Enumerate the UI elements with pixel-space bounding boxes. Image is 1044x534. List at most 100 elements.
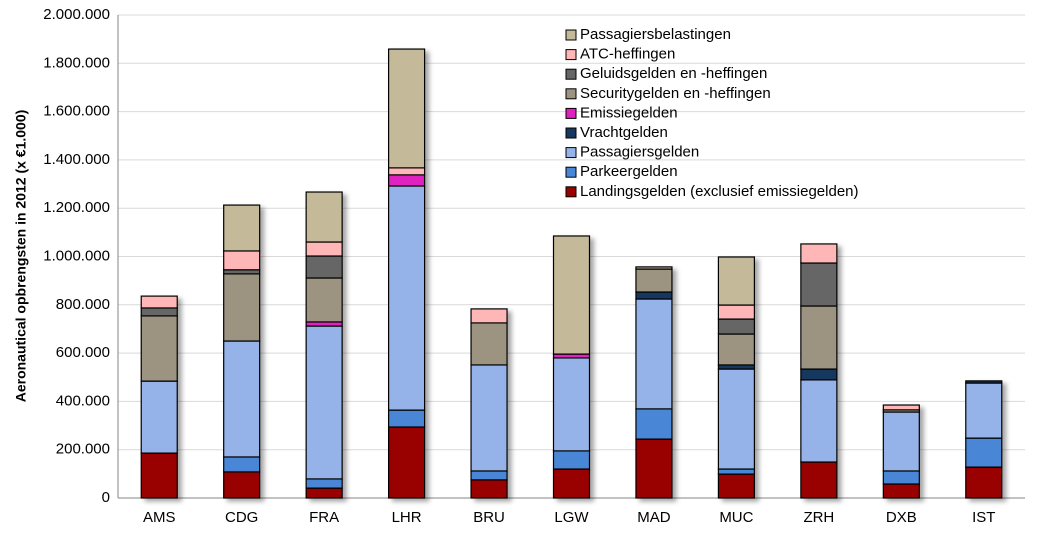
legend-label: ATC-heffingen [580, 46, 675, 63]
bar-segment [470, 308, 508, 324]
y-tick-label: 200.000 [56, 441, 110, 458]
y-tick-label: 1.200.000 [43, 199, 110, 216]
bar-segment [470, 364, 508, 472]
bar-segment [140, 380, 178, 454]
bar-segment [717, 333, 756, 366]
legend-label: Landingsgelden (exclusief emissiegelden) [580, 183, 859, 200]
y-tick-label: 600.000 [56, 344, 110, 361]
bar-stack [717, 256, 756, 499]
bar-segment [223, 456, 261, 473]
bar-segment [305, 277, 343, 323]
bar-segment [305, 255, 343, 279]
bar-segment [882, 404, 920, 411]
bar-segment [552, 450, 591, 470]
legend-label: Emissiegelden [580, 104, 678, 121]
bar-segment [387, 174, 426, 187]
bar-segment [800, 368, 838, 381]
y-tick-label: 400.000 [56, 392, 110, 409]
bar-segment [223, 471, 261, 499]
bar-segment [223, 340, 261, 458]
bar-segment [635, 408, 673, 440]
legend-label: Passagiersbelastingen [580, 26, 731, 43]
bar-segment [717, 473, 756, 499]
bar-segment [223, 250, 261, 271]
bar-segment [552, 357, 591, 452]
legend-swatch [565, 147, 577, 159]
bar-segment [387, 167, 426, 176]
bar-segment [635, 438, 673, 499]
bar-segment [305, 191, 343, 243]
legend-label: Passagiersgelden [580, 144, 699, 161]
bar-segment [387, 409, 426, 428]
bar-stack [882, 404, 920, 499]
x-tick-label: LGW [554, 509, 589, 526]
bar-segment [800, 379, 838, 463]
bar-segment [305, 241, 343, 257]
bar-segment [223, 273, 261, 342]
y-tick-label: 1.000.000 [43, 247, 110, 264]
bar-segment [882, 411, 920, 472]
y-tick-label: 800.000 [56, 296, 110, 313]
bar-segment [470, 470, 508, 481]
bar-segment [717, 364, 756, 370]
bar-segment [387, 48, 426, 169]
bar-stack [965, 380, 1003, 499]
bar-segment [800, 243, 838, 264]
y-tick-label: 0 [102, 489, 110, 506]
legend-swatch [565, 88, 577, 100]
bar-segment [305, 487, 343, 499]
legend-swatch [565, 186, 577, 198]
bar-stack [140, 295, 178, 499]
legend-swatch [565, 127, 577, 139]
bar-segment [635, 268, 673, 293]
bar-stack [635, 266, 673, 499]
x-tick-label: LHR [392, 509, 422, 526]
bar-stack [552, 235, 591, 499]
legend-swatch [565, 49, 577, 61]
legend-swatch [565, 166, 577, 178]
bar-stack [387, 48, 426, 499]
bar-segment [965, 380, 1003, 384]
x-tick-label: MAD [637, 509, 671, 526]
y-axis-title: Aeronautical opbrengsten in 2012 (x €1.0… [13, 110, 29, 403]
legend-label: Parkeergelden [580, 163, 678, 180]
legend-swatch [565, 107, 577, 119]
bar-segment [387, 426, 426, 499]
y-tick-label: 1.400.000 [43, 151, 110, 168]
bar-segment [635, 291, 673, 300]
x-tick-label: AMS [143, 509, 176, 526]
bar-segment [800, 305, 838, 370]
bar-segment [305, 325, 343, 480]
bar-segment [387, 185, 426, 411]
bar-segment [223, 269, 261, 275]
bar-segment [305, 321, 343, 327]
bar-segment [552, 235, 591, 355]
bar-stack [305, 191, 343, 499]
bar-segment [305, 478, 343, 489]
legend-swatch [565, 68, 577, 80]
bar-segment [470, 322, 508, 366]
y-tick-label: 2.000.000 [43, 6, 110, 23]
bar-segment [717, 368, 756, 470]
x-tick-label: ZRH [803, 509, 834, 526]
bar-segment [882, 483, 920, 499]
bar-segment [223, 204, 261, 252]
bar-segment [552, 468, 591, 499]
bar-segment [140, 315, 178, 382]
bar-segment [635, 298, 673, 410]
legend-label: Securitygelden en -heffingen [580, 85, 771, 102]
bar-segment [140, 295, 178, 309]
bar-segment [717, 304, 756, 320]
bar-segment [882, 470, 920, 485]
bar-segment [717, 256, 756, 306]
y-tick-label: 1.600.000 [43, 103, 110, 120]
bar-stack [800, 243, 838, 499]
bar-segment [800, 262, 838, 307]
bar-segment [965, 437, 1003, 468]
bar-segment [140, 452, 178, 499]
x-tick-label: MUC [719, 509, 753, 526]
bar-segment [140, 307, 178, 317]
bar-segment [965, 382, 1003, 439]
bar-segment [470, 479, 508, 499]
